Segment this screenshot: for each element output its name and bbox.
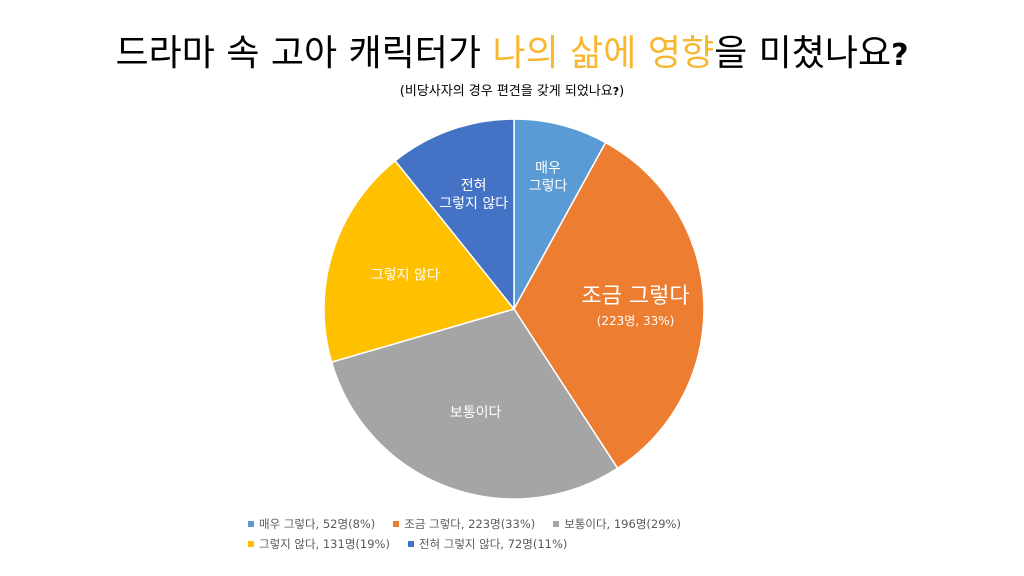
subtitle-close: ): [619, 84, 625, 99]
legend-item-3: 보통이다, 196명(29%): [553, 516, 681, 532]
legend-label-5: 전혀 그렇지 않다, 72명(11%): [418, 537, 568, 551]
legend-label-3: 보통이다, 196명(29%): [564, 517, 681, 531]
legend-label-1: 매우 그렇다, 52명(8%): [259, 517, 376, 531]
title-part2: 을 미쳤나요: [714, 33, 892, 74]
slice-label-2-line-1: 조금 그렇다: [581, 284, 689, 309]
chart-subtitle: (비당사자의 경우 편견을 갖게 되었나요?): [0, 80, 1024, 99]
pie-slice-4: [323, 159, 516, 364]
legend-row-1: 매우 그렇다, 52명(8%) 조금 그렇다, 223명(33%) 보통이다, 19…: [248, 514, 808, 534]
legend-swatch-5: [407, 541, 414, 547]
legend-label-4: 그렇지 않다, 131명(19%): [259, 537, 390, 551]
slice-label-1-line-1: 매우: [535, 160, 561, 176]
slice-label-5-line-1: 전혀: [461, 178, 487, 194]
pie-slice-3: [330, 308, 619, 500]
chart-legend: 매우 그렇다, 52명(8%) 조금 그렇다, 223명(33%) 보통이다, 19…: [248, 514, 808, 554]
legend-item-4: 그렇지 않다, 131명(19%): [248, 536, 390, 552]
pie-slice-5: [394, 118, 515, 312]
chart-title: 드라마 속 고아 캐릭터가 나의 삶에 영향을 미쳤나요?: [0, 24, 1024, 76]
legend-row-2: 그렇지 않다, 131명(19%) 전혀 그렇지 않다, 72명(11%): [248, 534, 808, 554]
title-highlight: 나의 삶에 영향: [492, 33, 715, 74]
slice-label-4-line-1: 그렇지 않다: [371, 268, 440, 284]
legend-item-1: 매우 그렇다, 52명(8%): [248, 516, 375, 532]
legend-swatch-3: [553, 521, 560, 527]
slice-label-5-line-2: 그렇지 않다: [439, 196, 508, 212]
legend-item-5: 전혀 그렇지 않다, 72명(11%): [407, 536, 568, 552]
title-part1: 드라마 속 고아 캐릭터가: [115, 33, 493, 74]
legend-swatch-2: [393, 521, 400, 527]
legend-swatch-1: [248, 521, 254, 527]
legend-swatch-4: [248, 541, 254, 547]
subtitle-text: (비당사자의 경우 편견을 갖게 되었나요: [399, 84, 613, 99]
slice-label-1-line-2: 그렇다: [529, 178, 568, 194]
slice-label-3-line-1: 보통이다: [450, 405, 502, 421]
title-question-mark: ?: [891, 38, 909, 73]
slice-sublabel-2: (223명, 33%): [597, 314, 675, 328]
pie-slice-2: [513, 141, 705, 470]
legend-item-2: 조금 그렇다, 223명(33%): [393, 516, 535, 532]
legend-label-2: 조금 그렇다, 223명(33%): [404, 517, 536, 531]
pie-slice-1: [513, 118, 607, 310]
subtitle-question-mark: ?: [612, 85, 620, 98]
